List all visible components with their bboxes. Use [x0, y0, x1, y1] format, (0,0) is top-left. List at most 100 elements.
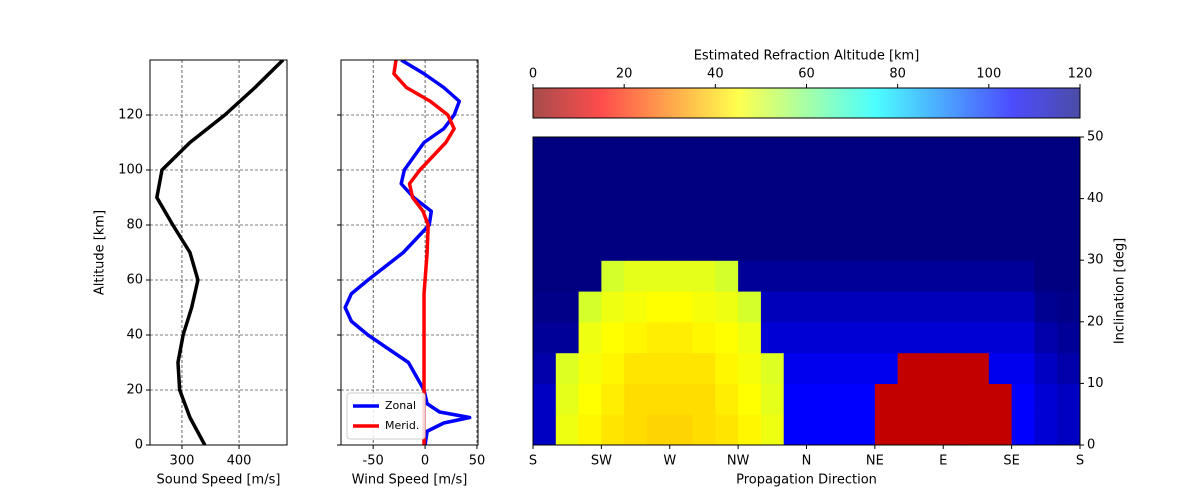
heat-cell — [692, 321, 716, 354]
heat-cell — [966, 414, 990, 445]
heat-cell — [624, 137, 648, 169]
heat-cell — [874, 291, 899, 323]
heat-cell — [966, 383, 990, 415]
heat-cell — [852, 198, 876, 230]
heat-cell — [783, 321, 808, 354]
heat-cell — [920, 321, 944, 354]
heat-cell — [1034, 321, 1058, 354]
heat-cell — [966, 260, 990, 292]
x-tick-label: E — [939, 454, 947, 469]
heat-cell — [1057, 321, 1080, 354]
heat-cell — [966, 291, 990, 323]
heat-cell — [578, 137, 602, 169]
heat-cell — [646, 167, 671, 200]
heat-cell — [1057, 352, 1080, 384]
heat-cell — [669, 137, 694, 169]
axes-frame — [149, 59, 288, 446]
x-tick-label: S — [529, 454, 537, 469]
y-tick-label: 30 — [1087, 253, 1104, 268]
x-tick-label: 400 — [227, 454, 252, 469]
heat-cell — [920, 414, 944, 445]
heat-cell — [760, 291, 785, 323]
heat-cell — [715, 383, 739, 415]
heat-cell — [783, 229, 808, 261]
heat-cell — [601, 229, 625, 261]
heat-cell — [806, 167, 830, 200]
heat-cell — [829, 414, 853, 445]
heat-cell — [760, 321, 785, 354]
heat-cell — [601, 167, 625, 200]
heat-cell — [715, 414, 739, 445]
y-tick-label: 50 — [1087, 130, 1104, 145]
x-tick-label: S — [1076, 454, 1084, 469]
heat-cell — [578, 291, 602, 323]
heat-cell — [1057, 414, 1080, 445]
heat-cell — [920, 167, 944, 200]
heat-cell — [533, 321, 557, 354]
colorbar-tick-label: 120 — [1068, 67, 1093, 82]
heat-cell — [1011, 291, 1036, 323]
heat-cell — [897, 260, 922, 292]
heat-cell — [1034, 352, 1058, 384]
heat-cell — [988, 321, 1013, 354]
x-tick-label: SE — [1003, 454, 1019, 469]
y-tick-label: 120 — [118, 108, 143, 123]
colorbar-tick-label: 60 — [798, 67, 815, 82]
heat-cell — [715, 198, 739, 230]
heat-cell — [988, 137, 1013, 169]
heat-cell — [760, 229, 785, 261]
heat-cell — [738, 260, 762, 292]
y-tick-label: 100 — [118, 163, 143, 178]
colorbar-tick-label: 80 — [889, 67, 906, 82]
legend-label: Zonal — [385, 399, 416, 412]
heat-cell — [1011, 137, 1036, 169]
heat-cell — [624, 167, 648, 200]
heat-cell — [874, 198, 899, 230]
heat-cell — [1011, 383, 1036, 415]
heat-cell — [943, 229, 967, 261]
heat-cell — [533, 260, 557, 292]
heat-cell — [852, 414, 876, 445]
heat-cell — [555, 198, 580, 230]
heat-cell — [806, 414, 830, 445]
x-tick-label: -50 — [363, 454, 384, 469]
heat-cell — [624, 229, 648, 261]
colorbar-label: Estimated Refraction Altitude [km] — [694, 49, 920, 64]
heat-cell — [601, 414, 625, 445]
heat-cell — [738, 383, 762, 415]
heat-cell — [920, 137, 944, 169]
heat-cell — [806, 260, 830, 292]
heat-cell — [646, 137, 671, 169]
y-tick-label: 40 — [1087, 191, 1104, 206]
heat-cell — [578, 352, 602, 384]
heat-cell — [624, 260, 648, 292]
heat-cell — [578, 321, 602, 354]
heat-cell — [692, 137, 716, 169]
heat-cell — [852, 167, 876, 200]
heat-cell — [1034, 291, 1058, 323]
heat-cell — [760, 352, 785, 384]
heat-cell — [829, 291, 853, 323]
heat-cell — [624, 383, 648, 415]
heat-cell — [669, 414, 694, 445]
x-axis-label: Propagation Direction — [736, 473, 877, 488]
heat-cell — [920, 198, 944, 230]
heat-cell — [669, 352, 694, 384]
x-tick-label: NE — [866, 454, 884, 469]
heat-cell — [555, 167, 580, 200]
heat-cell — [555, 414, 580, 445]
axes-frame — [340, 59, 479, 446]
heat-cell — [624, 352, 648, 384]
heat-cell — [715, 167, 739, 200]
heat-cell — [943, 352, 967, 384]
heat-cell — [966, 321, 990, 354]
heat-cell — [738, 291, 762, 323]
heat-cell — [852, 137, 876, 169]
heat-cell — [943, 198, 967, 230]
heat-cell — [578, 198, 602, 230]
colorbar — [532, 87, 1081, 119]
heat-cell — [988, 414, 1013, 445]
heat-cell — [669, 291, 694, 323]
heat-cell — [806, 352, 830, 384]
